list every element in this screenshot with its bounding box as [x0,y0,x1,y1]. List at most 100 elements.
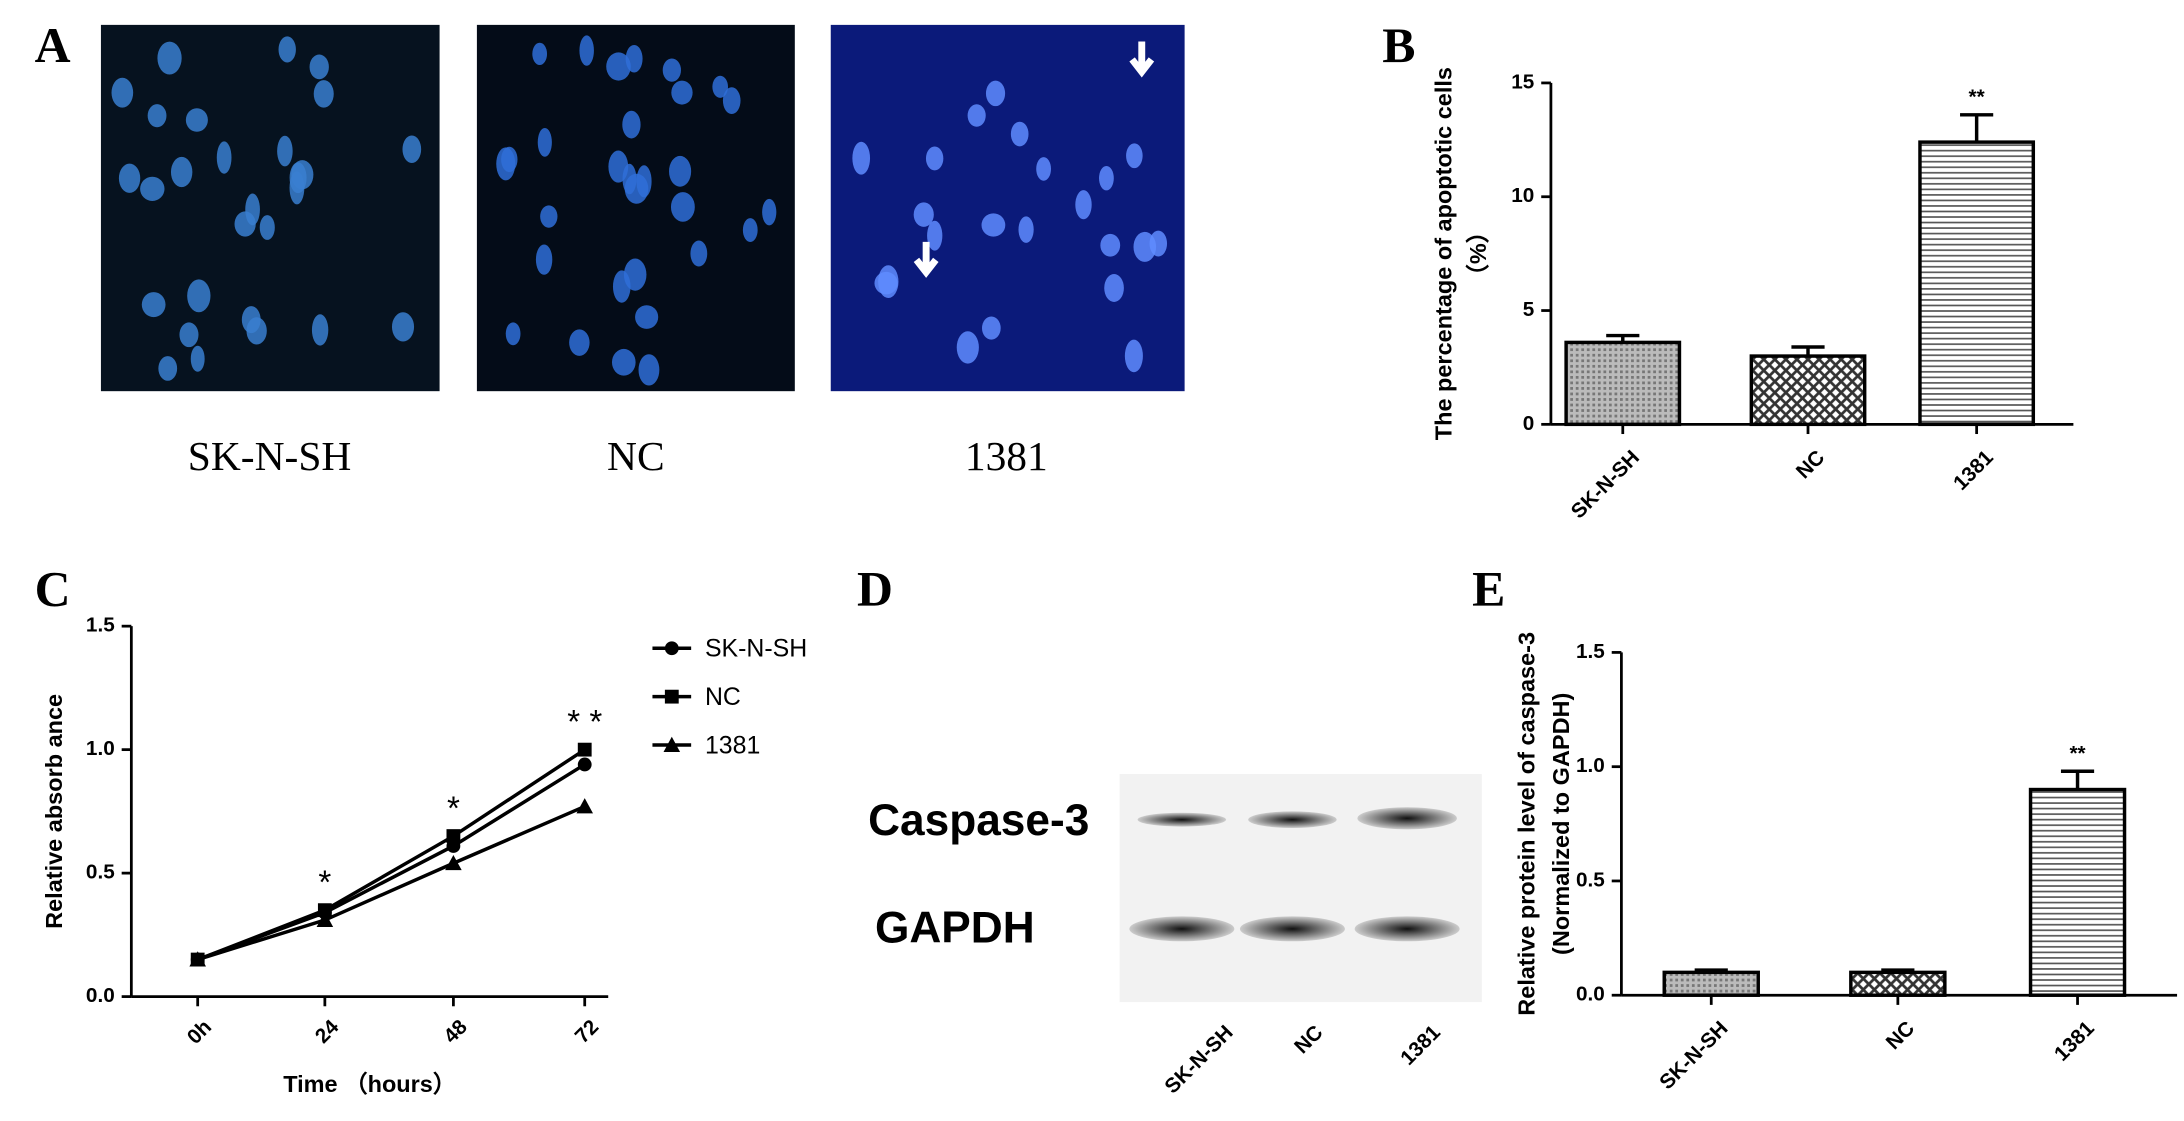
marker [664,689,679,704]
y-tick-label: 1.5 [1576,640,1605,663]
nucleus [179,322,199,348]
micrograph [476,24,795,392]
bar [1749,354,1867,427]
image-label: SK-N-SH [188,433,352,479]
nucleus [742,218,758,242]
nucleus [309,54,329,80]
nucleus [158,356,178,381]
annotation: * [318,865,331,902]
nucleus [289,171,305,205]
nucleus [981,213,1006,237]
nucleus [157,41,182,75]
blot-band [1239,916,1345,942]
nucleus [234,211,256,237]
lane-label: NC [1290,1021,1327,1058]
lane-label: 1381 [1396,1021,1445,1070]
nucleus [187,279,211,313]
nucleus [670,192,695,222]
nucleus [277,135,293,167]
line [197,804,586,962]
marker [664,641,679,656]
marker [316,911,334,927]
nucleus [1075,190,1092,220]
y-tick-label: 1.0 [86,737,115,760]
error-bar [1881,968,1915,973]
line [197,762,586,962]
nucleus [1099,165,1114,191]
bar [1662,970,1760,997]
nucleus [1100,233,1121,257]
nucleus [216,141,232,174]
lane-label: SK-N-SH [1160,1021,1237,1098]
nucleus [669,155,692,187]
nucleus [611,348,636,376]
nucleus [1124,339,1143,373]
error-bar [2060,769,2095,790]
marker [663,736,681,752]
nucleus [606,52,631,81]
y-axis-label: （%） [1465,220,1491,288]
nucleus [185,108,208,132]
nucleus [985,80,1006,107]
nucleus [111,77,134,108]
legend-label: NC [705,683,741,711]
nucleus [690,240,708,267]
nucleus [147,104,167,128]
panel-label: B [1382,18,1415,73]
nucleus [722,87,741,115]
marker [317,903,332,918]
x-tick-label: NC [1882,1017,1919,1054]
nucleus [246,317,267,345]
panel-label: A [35,18,71,73]
nucleus [623,258,647,291]
x-axis-label: Time （hours） [283,1071,456,1097]
panel-label: E [1472,561,1505,616]
nucleus [569,329,590,356]
x-tick-label: 1381 [2050,1017,2099,1066]
blot-band [1354,916,1460,942]
nucleus [311,314,329,346]
legend-label: 1381 [705,731,760,759]
y-tick-label: 10 [1511,184,1534,207]
x-tick-label: 1381 [1949,446,1998,495]
nucleus [537,127,552,157]
blot-band [1248,811,1337,828]
panel-label: D [857,561,893,616]
line [197,748,586,962]
nucleus [622,110,641,139]
y-tick-label: 15 [1511,70,1534,93]
image-label: 1381 [965,433,1048,479]
nucleus [927,220,943,251]
marker [445,854,462,871]
x-tick-label: 0h [183,1015,216,1048]
marker [576,798,594,814]
annotation: * * [567,704,602,741]
nucleus [505,322,521,346]
marker [577,742,592,757]
nucleus [402,135,422,164]
y-tick-label: 0 [1523,412,1535,435]
nucleus [967,104,986,127]
nucleus [118,163,141,193]
error-bar [1791,345,1825,357]
nucleus [140,176,165,201]
y-tick-label: 1.0 [1576,754,1605,777]
y-tick-label: 1.5 [86,614,115,637]
nucleus [496,147,516,181]
micrographs [100,24,1185,392]
nucleus [1010,121,1029,147]
nucleus [956,331,979,364]
nucleus [925,146,944,171]
y-axis-label: (Normalized to GAPDH) [1548,693,1574,955]
nucleus [635,305,659,329]
nucleus [141,292,166,318]
annotation: ** [2069,742,2086,765]
nucleus [1149,230,1168,257]
nucleus [535,244,553,275]
nucleus [608,150,629,183]
bar [2028,787,2127,997]
nucleus [540,205,558,228]
nucleus [391,312,415,342]
blot-band [1357,807,1457,830]
